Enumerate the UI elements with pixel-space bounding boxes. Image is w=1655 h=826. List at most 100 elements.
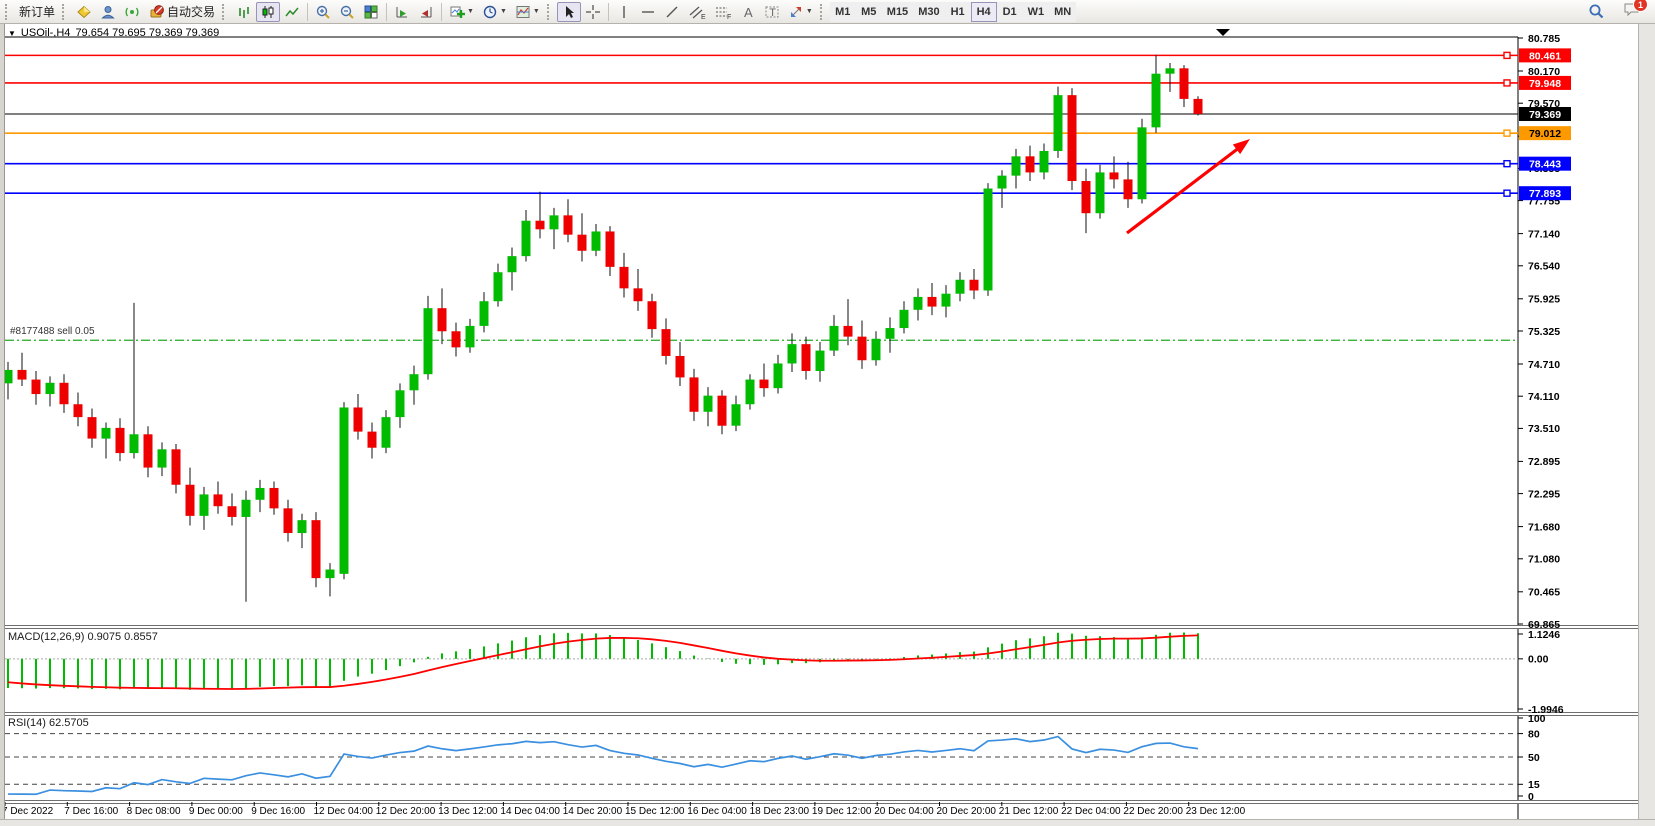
toolbar-grip[interactable] [546, 3, 554, 20]
candle-body-down [227, 506, 237, 517]
candle-body-up [479, 301, 489, 326]
toolbar-grip[interactable] [62, 3, 69, 20]
templates-button[interactable]: ▼ [511, 2, 544, 22]
candle-body-up [409, 374, 419, 391]
trendline-button[interactable] [660, 2, 684, 22]
time-label: 13 Dec 12:00 [438, 806, 498, 817]
svg-text:F: F [727, 14, 731, 20]
timeframe-button-w1[interactable]: W1 [1022, 1, 1050, 22]
zoom-out-button[interactable] [335, 2, 359, 22]
toolbar-grip[interactable] [5, 3, 12, 20]
line-chart-button[interactable] [280, 2, 304, 22]
periods-button[interactable]: ▼ [478, 2, 511, 22]
arrows-button[interactable]: ▼ [784, 2, 817, 22]
auto-scroll-button[interactable] [390, 2, 414, 22]
time-label: 18 Dec 23:00 [750, 806, 810, 817]
candlestick-chart-button[interactable] [256, 1, 281, 22]
toolbar-grip[interactable] [819, 3, 827, 20]
new-order-button[interactable]: 新订单 [15, 2, 59, 22]
candle-body-down [451, 331, 461, 348]
candle-body-up [297, 520, 307, 534]
timeframe-button-m15[interactable]: M15 [881, 1, 914, 22]
hline-handle[interactable] [1503, 129, 1511, 137]
candle-body-up [731, 404, 741, 426]
timeframe-button-m1[interactable]: M1 [829, 1, 856, 22]
annotation-arrow-head[interactable] [1232, 134, 1254, 155]
text-button[interactable]: A [736, 2, 760, 22]
text-icon: A [744, 5, 753, 20]
toolbar-separator [307, 2, 309, 21]
pane-separator-main-macd[interactable] [0, 625, 1638, 629]
quotes-icon [77, 5, 91, 18]
equidistant-channel-button[interactable]: E [684, 2, 710, 22]
price-tick-label: 72.895 [1528, 456, 1560, 468]
hline-handle[interactable] [1503, 189, 1511, 197]
price-tick-label: 71.680 [1528, 521, 1560, 533]
candle-body-up [703, 395, 713, 412]
timeframe-button-d1[interactable]: D1 [996, 1, 1023, 22]
timeframe-button-mn[interactable]: MN [1049, 1, 1077, 22]
chart-dropdown-icon[interactable]: ▼ [8, 28, 16, 38]
svg-text:E: E [701, 14, 706, 20]
candle-body-down [185, 484, 195, 516]
chat-button[interactable]: 1 [1623, 0, 1648, 22]
horizontal-line-button[interactable] [636, 2, 660, 22]
candle-body-up [521, 220, 531, 257]
cursor-button[interactable] [556, 1, 581, 22]
pane-separator-macd-rsi[interactable] [0, 712, 1638, 716]
quotes-button[interactable] [72, 2, 96, 22]
autotrade-icon [150, 4, 164, 17]
zoom-in-button[interactable] [311, 2, 335, 22]
candle-body-up [157, 449, 167, 468]
vertical-line-button[interactable] [612, 2, 636, 22]
toolbar-separator [441, 2, 443, 21]
arrows-icon [790, 6, 801, 17]
candle-body-down [633, 288, 643, 302]
rsi-line [7, 735, 1199, 796]
candle-body-up [591, 231, 601, 251]
hline-handle[interactable] [1503, 159, 1511, 168]
timeframe-button-m30[interactable]: M30 [913, 1, 945, 22]
add-indicator-icon [450, 6, 466, 18]
clock-icon [483, 5, 497, 18]
candle-body-up [507, 256, 517, 273]
tile-windows-button[interactable] [359, 2, 383, 22]
candle-body-down [311, 520, 321, 579]
candle-body-down [367, 431, 377, 448]
timeframe-button-h1[interactable]: H1 [944, 1, 971, 22]
fibonacci-button[interactable]: F [710, 2, 736, 22]
timeframe-button-m5[interactable]: M5 [855, 1, 882, 22]
chart-canvas[interactable]: 80.78580.17079.57078.95578.35577.75577.1… [0, 24, 1655, 825]
profile-icon [101, 5, 115, 18]
auto-scroll-icon [396, 6, 408, 17]
search-button[interactable] [1584, 2, 1609, 22]
time-label: 12 Dec 20:00 [376, 806, 436, 817]
toolbar-grip[interactable] [222, 3, 229, 20]
candle-body-down [717, 395, 727, 426]
candle-body-down [689, 377, 699, 412]
signal-button[interactable] [120, 2, 144, 22]
hline-handle[interactable] [1503, 51, 1511, 60]
chart-shift-marker[interactable] [1216, 29, 1230, 36]
price-badge [1519, 48, 1571, 63]
pane-separator-rsi-time[interactable] [0, 800, 1638, 804]
crosshair-button[interactable] [581, 2, 605, 22]
hline-handle[interactable] [1503, 79, 1511, 87]
rsi-tick-label: 0 [1528, 791, 1534, 803]
annotation-arrow-line[interactable] [1126, 142, 1245, 235]
time-label: 9 Dec 00:00 [189, 806, 243, 817]
bar-chart-button[interactable] [232, 2, 256, 22]
add-indicator-button[interactable]: ▼ [445, 2, 478, 22]
price-tick-label: 76.540 [1528, 261, 1560, 273]
candle-body-down [1193, 98, 1203, 114]
chart-shift-button[interactable] [414, 2, 438, 22]
timeframe-button-h4[interactable]: H4 [970, 1, 997, 22]
text-label-button[interactable]: T [760, 2, 784, 22]
bar-chart-icon [239, 6, 249, 18]
price-badge-label: 78.443 [1529, 159, 1561, 171]
candle-body-down [171, 449, 181, 485]
timeframe-group: M1 M5 M15 M30 H1 H4 D1 W1 MN [829, 1, 1077, 22]
autotrade-button[interactable]: 自动交易 [144, 2, 219, 22]
accounts-button[interactable] [96, 2, 120, 22]
template-icon [516, 5, 530, 18]
